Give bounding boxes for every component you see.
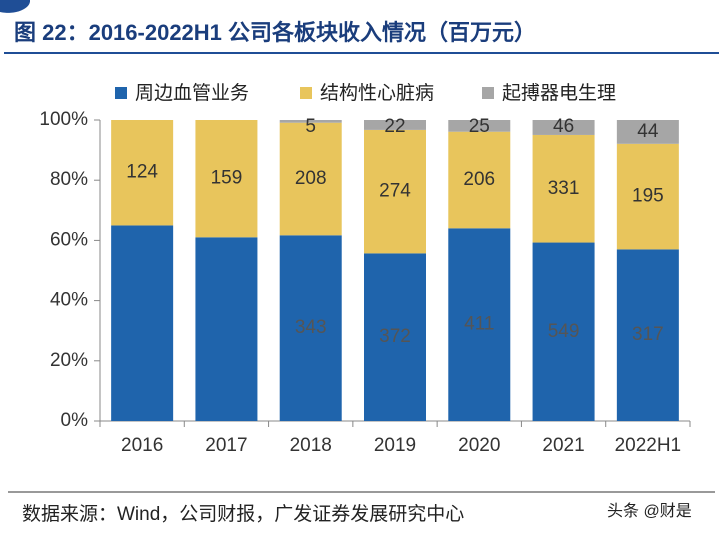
x-tick-label: 2022H1 bbox=[615, 435, 682, 456]
x-tick-label: 2019 bbox=[374, 435, 416, 456]
bar-segment bbox=[448, 120, 511, 132]
bar-segment bbox=[111, 225, 174, 421]
data-label: 549 bbox=[548, 321, 580, 342]
bar-segment bbox=[532, 120, 595, 135]
data-label: 274 bbox=[379, 181, 411, 202]
data-label: 124 bbox=[126, 162, 158, 183]
y-tick-label: 80% bbox=[50, 169, 88, 190]
bar-segment bbox=[279, 122, 342, 236]
bar-segment bbox=[195, 120, 258, 238]
bar-segment bbox=[111, 120, 174, 226]
logo bbox=[0, 0, 31, 13]
legend-label: 起搏器电生理 bbox=[502, 82, 616, 104]
legend-label: 结构性心脏病 bbox=[320, 82, 434, 104]
bar-segment bbox=[616, 143, 679, 250]
bar-segment bbox=[279, 235, 342, 421]
data-label: 159 bbox=[211, 168, 243, 189]
data-label: 5 bbox=[305, 116, 316, 137]
source: 数据来源：Wind，公司财报，广发证券发展研究中心 bbox=[22, 503, 464, 525]
x-tick-label: 2016 bbox=[121, 435, 163, 456]
bar-segment bbox=[279, 120, 342, 123]
data-label: 411 bbox=[464, 314, 494, 335]
x-tick-label: 2020 bbox=[458, 435, 500, 456]
data-label: 195 bbox=[632, 186, 664, 207]
legend-swatch bbox=[115, 87, 127, 99]
data-label: 372 bbox=[379, 326, 411, 347]
data-label: 208 bbox=[295, 168, 327, 189]
bar-segment bbox=[364, 120, 426, 130]
bar-segment bbox=[532, 242, 595, 421]
chart-title: 图 22：2016-2022H1 公司各板块收入情况（百万元） bbox=[14, 20, 536, 45]
y-tick-label: 60% bbox=[50, 229, 88, 250]
bar-segment bbox=[448, 228, 511, 421]
bar-segment bbox=[448, 131, 511, 229]
bar-segment bbox=[364, 129, 426, 254]
data-label: 46 bbox=[553, 116, 574, 137]
x-tick-label: 2017 bbox=[205, 435, 247, 456]
y-tick-label: 20% bbox=[50, 350, 88, 371]
legend-swatch bbox=[300, 87, 312, 99]
bar-segment bbox=[616, 120, 679, 144]
bar-segment bbox=[364, 253, 426, 421]
data-label: 331 bbox=[548, 178, 580, 199]
bar-segment bbox=[616, 249, 679, 421]
x-tick-label: 2018 bbox=[290, 435, 332, 456]
data-label: 25 bbox=[469, 116, 490, 137]
data-label: 44 bbox=[637, 121, 659, 142]
y-tick-label: 100% bbox=[39, 109, 88, 130]
bar-segment bbox=[195, 237, 258, 421]
data-label: 22 bbox=[384, 116, 405, 137]
legend-swatch bbox=[482, 87, 494, 99]
data-label: 206 bbox=[463, 169, 495, 190]
y-tick-label: 40% bbox=[50, 290, 88, 311]
watermark: 头条 @财是 bbox=[607, 502, 692, 520]
bar-segment bbox=[532, 134, 595, 243]
x-tick-label: 2021 bbox=[542, 435, 584, 456]
y-tick-label: 0% bbox=[61, 410, 89, 431]
legend-label: 周边血管业务 bbox=[135, 82, 249, 104]
data-label: 317 bbox=[632, 324, 664, 345]
data-label: 343 bbox=[295, 317, 327, 338]
